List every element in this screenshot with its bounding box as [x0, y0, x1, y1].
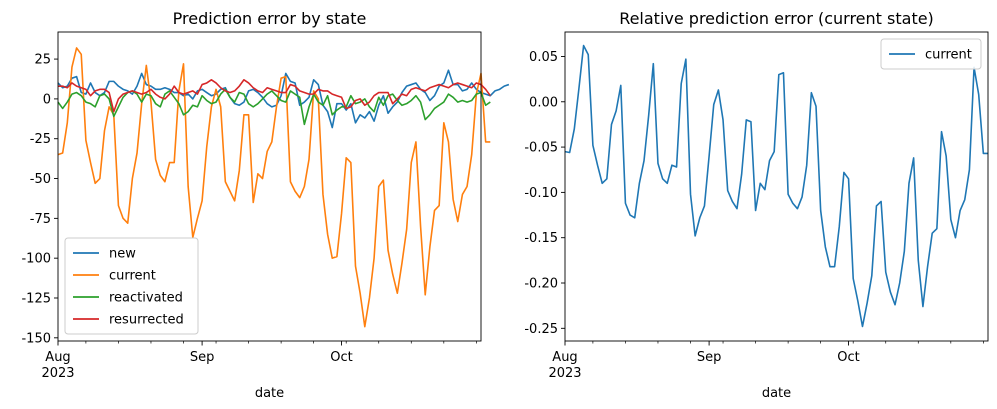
legend-label-reactivated: reactivated — [109, 291, 183, 306]
x-axis-label: date — [762, 386, 791, 401]
series-line-resurrected — [58, 78, 491, 113]
y-tick-label: 0 — [43, 92, 51, 107]
y-tick-label: -0.15 — [524, 231, 558, 246]
y-tick-label: -150 — [21, 331, 51, 346]
y-tick-label: 0.00 — [529, 95, 558, 110]
chart-relative-prediction-error: Relative prediction error (current state… — [524, 9, 989, 401]
series-line-current — [57, 47, 491, 328]
y-tick-label: -0.10 — [524, 186, 558, 201]
x-tick-label: Sep — [190, 350, 215, 365]
y-tick-label: -25 — [30, 132, 51, 147]
y-tick-label: -0.05 — [524, 141, 558, 156]
x-tick-sublabel: 2023 — [41, 366, 74, 381]
legend-label-new: new — [109, 247, 136, 262]
legend-label-current: current — [109, 269, 156, 284]
axes-frame — [564, 31, 989, 342]
y-tick-label: -125 — [21, 291, 51, 306]
x-tick-sublabel: 2023 — [548, 366, 581, 381]
x-tick-label: Aug — [552, 350, 577, 365]
chart-title: Prediction error by state — [173, 9, 367, 28]
x-tick-label: Oct — [330, 350, 352, 365]
y-tick-label: 0.05 — [529, 50, 558, 65]
legend-box — [880, 38, 982, 70]
y-tick-label: -50 — [30, 172, 51, 187]
y-tick-label: -75 — [30, 212, 51, 227]
y-tick-label: -100 — [21, 252, 51, 267]
y-tick-label: -0.20 — [524, 277, 558, 292]
x-tick-label: Oct — [837, 350, 859, 365]
axes-frame — [57, 31, 482, 342]
legend-box — [64, 237, 199, 335]
series-line-current — [564, 44, 988, 328]
y-tick-label: 25 — [34, 53, 51, 68]
legend-label-current: current — [925, 48, 972, 63]
legend-label-resurrected: resurrected — [109, 313, 184, 328]
chart-title: Relative prediction error (current state… — [619, 9, 934, 28]
x-axis-label: date — [255, 386, 284, 401]
series-line-new — [57, 69, 510, 129]
chart-prediction-error-by-state: Prediction error by state 25 0 -25 -50 -75 -10… — [21, 9, 510, 401]
legend: new current reactivated resurrected — [64, 237, 199, 335]
x-tick-label: Aug — [45, 350, 70, 365]
legend: current — [880, 38, 982, 70]
y-tick-label: -0.25 — [524, 322, 558, 337]
x-tick-label: Sep — [697, 350, 722, 365]
